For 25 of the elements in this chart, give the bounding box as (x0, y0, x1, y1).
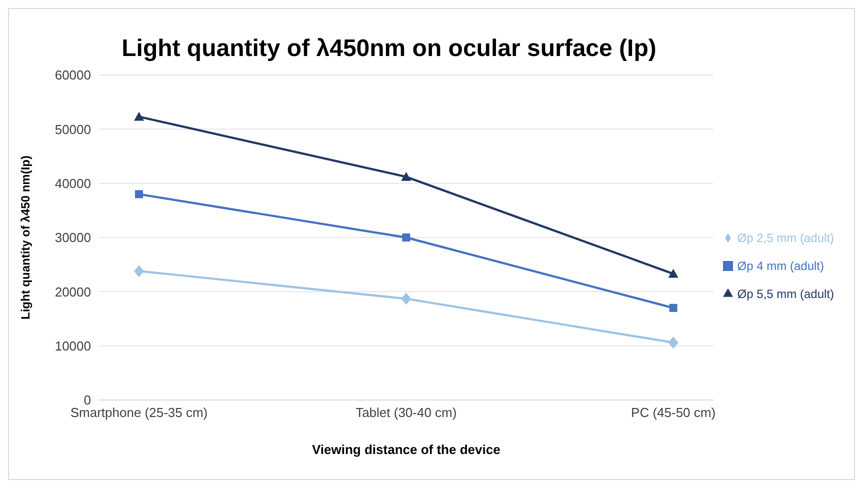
y-tick-label: 0 (84, 392, 91, 408)
chart-title: Light quantity of λ450nm on ocular surface (Ip) (120, 34, 658, 63)
point (401, 292, 412, 305)
y-tick-label: 20000 (54, 284, 91, 300)
y-axis-title: Light quantity of λ450 nm(Ip) (18, 156, 32, 320)
x-tick-label: Tablet (30-40 cm) (356, 405, 457, 420)
point (668, 336, 678, 349)
legend-label: Øp 5,5 mm (adult) (737, 286, 834, 300)
y-tick-label: 10000 (54, 338, 91, 354)
x-tick-label: PC (45-50 cm) (631, 405, 716, 420)
x-tick-label: Smartphone (25-35 cm) (70, 405, 208, 420)
point (401, 172, 412, 181)
point (402, 234, 410, 242)
point (134, 265, 144, 278)
y-tick-label: 30000 (54, 230, 91, 246)
y-tick-label: 50000 (54, 122, 91, 137)
y-tick-label: 60000 (54, 68, 91, 83)
point (135, 190, 143, 198)
x-axis-title: Viewing distance of the device (312, 442, 500, 457)
point (134, 112, 144, 121)
legend-label: Øp 4 mm (adult) (737, 258, 824, 272)
point (668, 268, 678, 278)
legend-label: Øp 2,5 mm (adult) (737, 230, 834, 244)
point (669, 304, 678, 312)
y-tick-label: 40000 (54, 176, 91, 191)
